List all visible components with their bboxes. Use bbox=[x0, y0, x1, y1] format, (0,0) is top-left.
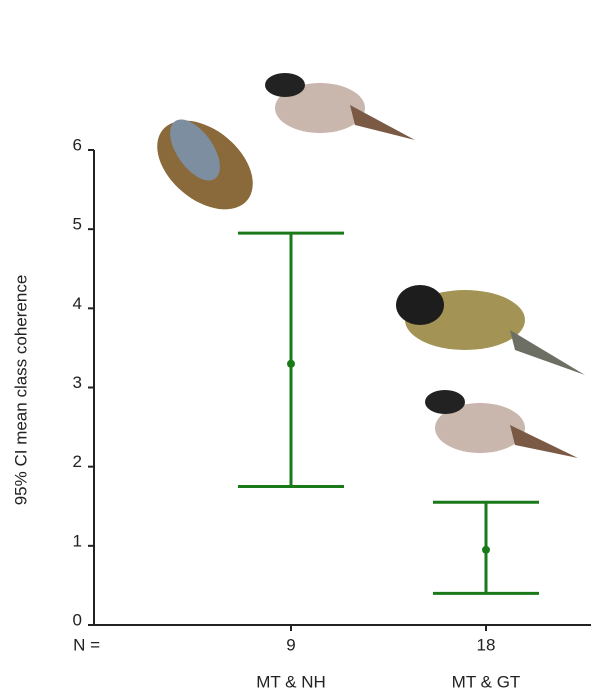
marsh-tit-tail bbox=[350, 105, 415, 140]
y-tick-label: 6 bbox=[73, 135, 82, 154]
mean-point bbox=[482, 545, 490, 554]
nuthatch-back bbox=[170, 119, 220, 181]
mean-point bbox=[287, 359, 295, 368]
great-tit-head bbox=[396, 285, 444, 325]
y-tick-label: 5 bbox=[73, 215, 82, 234]
x-tick-label: MT & NH bbox=[256, 672, 326, 691]
y-tick-label: 4 bbox=[73, 294, 82, 313]
x-tick-label: MT & GT bbox=[452, 672, 521, 691]
y-tick-label: 1 bbox=[73, 531, 82, 550]
bird-illustrations bbox=[157, 73, 585, 458]
y-tick-label: 3 bbox=[73, 373, 82, 392]
great-tit-tail bbox=[510, 330, 585, 375]
n-label: N = bbox=[73, 635, 100, 654]
marsh-tit-2-cap bbox=[425, 390, 465, 414]
y-axis-label: 95% CI mean class coherence bbox=[11, 275, 30, 506]
marsh-tit-2 bbox=[435, 403, 525, 453]
marsh-tit-2-tail bbox=[510, 425, 578, 458]
y-tick-label: 0 bbox=[73, 610, 82, 629]
y-tick-label: 2 bbox=[73, 452, 82, 471]
marsh-tit-cap bbox=[265, 73, 305, 97]
marsh-tit bbox=[275, 83, 365, 133]
n-value: 18 bbox=[477, 635, 496, 654]
n-value: 9 bbox=[286, 635, 295, 654]
